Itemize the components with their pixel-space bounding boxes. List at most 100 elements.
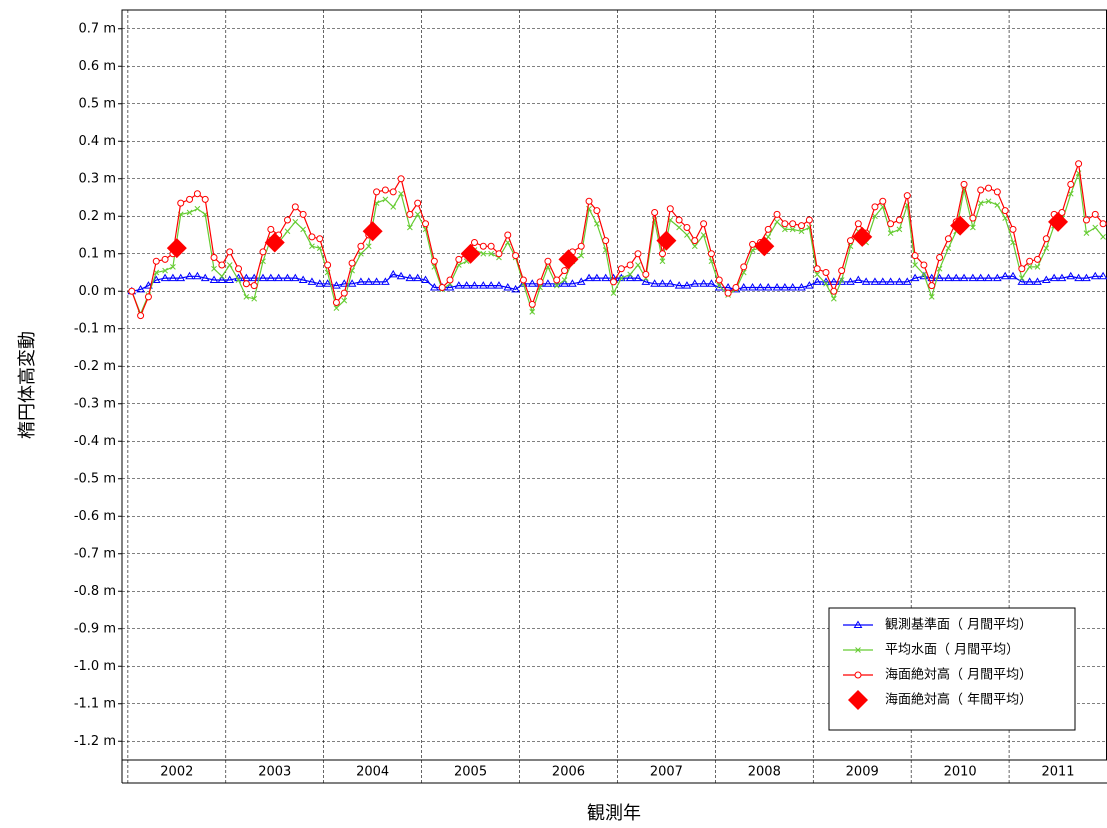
circle-marker — [871, 203, 879, 211]
triangle-marker — [699, 279, 708, 287]
circle-marker — [210, 254, 218, 261]
triangle-marker — [829, 277, 839, 285]
triangle-marker — [968, 273, 978, 282]
triangle-marker — [503, 283, 513, 291]
cross-marker — [1083, 230, 1090, 236]
triangle-marker — [494, 281, 504, 289]
x-axis-label: 観測年 — [587, 803, 641, 824]
triangle-marker — [902, 277, 912, 285]
y-tick-label: -0.2 m — [74, 359, 116, 374]
cross-marker — [333, 305, 340, 311]
cross-marker — [414, 211, 421, 218]
triangle-marker — [543, 279, 553, 287]
circle-marker — [781, 220, 789, 228]
triangle-marker — [381, 277, 390, 285]
triangle-marker — [601, 273, 611, 282]
circle-marker — [805, 216, 813, 224]
triangle-marker — [886, 277, 895, 285]
triangle-marker — [682, 281, 692, 289]
cross-marker — [1100, 234, 1106, 240]
circle-marker — [218, 261, 226, 269]
circle-marker — [1058, 209, 1066, 216]
triangle-marker — [176, 273, 186, 282]
cross-marker — [480, 250, 487, 257]
triangle-marker — [797, 283, 806, 291]
cross-marker — [838, 277, 845, 283]
triangle-marker — [266, 273, 276, 282]
circle-marker — [299, 210, 307, 218]
triangle-marker — [258, 273, 268, 282]
cross-marker — [830, 295, 837, 302]
diamond-marker — [656, 230, 677, 251]
triangle-marker — [1041, 275, 1051, 283]
triangle-marker — [944, 273, 953, 282]
x-tick-label: 2009 — [846, 765, 879, 780]
circle-marker — [291, 203, 299, 211]
circle-marker — [969, 214, 977, 222]
x-tick-label: 2008 — [748, 765, 781, 780]
circle-marker — [512, 252, 520, 260]
triangle-marker — [372, 277, 381, 285]
circle-marker — [593, 207, 601, 215]
triangle-marker — [658, 279, 667, 287]
y-tick-label: -0.6 m — [74, 509, 116, 524]
legend-box — [828, 607, 1076, 731]
triangle-marker — [592, 273, 602, 282]
circle-marker — [357, 242, 365, 250]
circle-marker — [1026, 257, 1034, 265]
circle-marker — [658, 250, 666, 258]
cross-marker — [798, 228, 805, 235]
circle-marker — [332, 299, 340, 306]
y-tick-label: 0.6 m — [79, 59, 116, 74]
cross-marker — [316, 245, 323, 251]
cross-marker — [936, 265, 943, 272]
triangle-marker — [853, 275, 863, 283]
circle-marker — [519, 276, 527, 284]
triangle-marker — [413, 273, 423, 282]
cross-marker — [618, 275, 625, 281]
cross-marker — [390, 204, 397, 210]
circle-marker — [414, 199, 422, 207]
triangle-marker — [462, 281, 472, 289]
cross-marker — [1092, 224, 1099, 231]
triangle-marker — [748, 283, 757, 291]
circle-marker — [920, 261, 928, 269]
circle-marker — [1091, 210, 1099, 218]
triangle-marker — [421, 275, 430, 283]
cross-marker — [985, 198, 992, 205]
triangle-marker — [307, 277, 317, 285]
triangle-marker — [332, 281, 341, 289]
x-tick-label: 2006 — [552, 765, 585, 780]
cross-marker — [684, 232, 690, 238]
cross-marker — [529, 309, 536, 315]
triangle-marker — [625, 273, 635, 282]
circle-marker — [250, 282, 258, 290]
circle-marker — [430, 257, 438, 265]
triangle-marker — [984, 273, 993, 282]
triangle-marker — [168, 273, 178, 282]
circle-marker — [242, 280, 250, 288]
triangle-marker — [290, 273, 300, 282]
cross-marker — [921, 271, 927, 278]
circle-marker — [1033, 255, 1041, 263]
y-tick-label: -0.7 m — [74, 546, 116, 561]
triangle-marker — [283, 273, 292, 282]
legend-marker — [853, 620, 863, 628]
cross-marker — [610, 290, 617, 296]
circle-marker — [446, 276, 454, 284]
cross-marker — [162, 267, 168, 274]
circle-marker — [1099, 220, 1107, 228]
triangle-marker — [1066, 271, 1076, 280]
y-tick-label: 0.2 m — [79, 209, 116, 224]
circle-marker — [128, 287, 136, 295]
cross-marker — [358, 250, 364, 257]
cross-marker — [211, 265, 217, 272]
circle-marker — [544, 257, 552, 265]
cross-marker — [226, 262, 233, 268]
triangle-marker — [396, 271, 406, 280]
cross-marker — [1018, 275, 1025, 281]
y-tick-label: -1.1 m — [74, 696, 116, 711]
circle-marker — [789, 220, 797, 228]
circle-marker — [715, 276, 723, 284]
circle-marker — [504, 231, 512, 239]
